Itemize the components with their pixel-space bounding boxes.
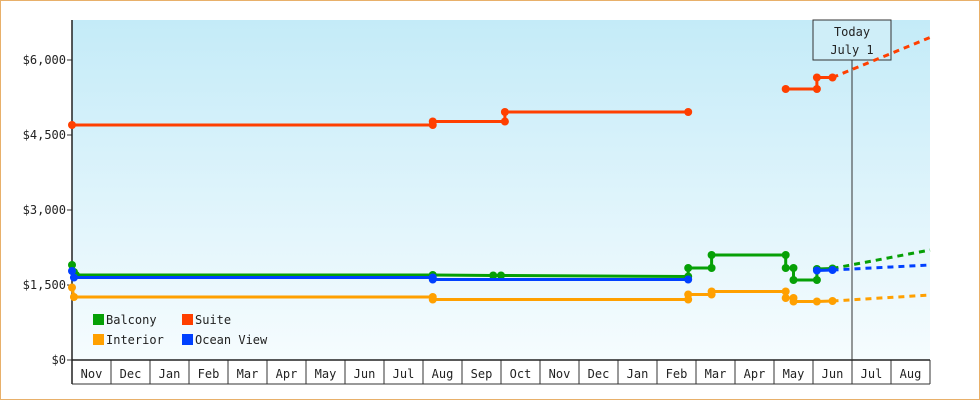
month-label: Jan <box>159 367 181 381</box>
month-label: Apr <box>744 367 766 381</box>
y-tick-label: $4,500 <box>23 128 66 142</box>
balcony-data-point <box>68 261 76 269</box>
legend-label-ocean-view: Ocean View <box>195 333 268 347</box>
y-tick-label: $3,000 <box>23 203 66 217</box>
month-label: May <box>315 367 337 381</box>
legend-swatch-balcony <box>93 314 104 325</box>
suite-data-point <box>781 85 790 93</box>
month-label: Jul <box>393 367 415 381</box>
interior-projection-line <box>832 293 931 303</box>
ocean-view-data-point <box>69 273 78 282</box>
month-label: Jun <box>354 367 376 381</box>
month-label: Dec <box>120 367 142 381</box>
suite-series-line-recent <box>785 76 833 91</box>
month-label: Feb <box>198 367 220 381</box>
balcony-data-point <box>812 276 821 284</box>
suite-data-point <box>68 121 76 129</box>
interior-data-point <box>781 294 790 302</box>
month-label: Aug <box>900 367 922 381</box>
month-label: Mar <box>237 367 259 381</box>
suite-data-point <box>812 85 821 93</box>
interior-data-point <box>428 295 437 304</box>
month-label: Aug <box>432 367 454 381</box>
month-label: Jan <box>627 367 649 381</box>
month-label: Sep <box>471 367 493 381</box>
ocean-view-projection-line <box>832 263 931 272</box>
legend-label-interior: Interior <box>106 333 164 347</box>
month-label: Oct <box>510 367 532 381</box>
ocean-view-data-point <box>428 275 437 284</box>
suite-data-point <box>500 117 509 126</box>
month-label: Nov <box>81 367 103 381</box>
month-label: Dec <box>588 367 610 381</box>
balcony-data-point <box>497 271 505 280</box>
legend-label-balcony: Balcony <box>106 313 157 327</box>
interior-data-point <box>707 287 716 296</box>
month-label: Nov <box>549 367 571 381</box>
balcony-data-point <box>789 276 798 284</box>
balcony-data-point <box>489 271 498 280</box>
month-label: Feb <box>666 367 688 381</box>
balcony-data-point <box>789 264 798 272</box>
balcony-data-point <box>684 264 693 272</box>
suite-data-point <box>684 108 693 116</box>
ocean-view-data-point <box>684 275 693 284</box>
interior-data-point <box>789 297 798 306</box>
y-tick-label: $0 <box>52 353 66 367</box>
legend-swatch-suite <box>182 314 193 325</box>
balcony-data-point <box>707 264 716 272</box>
interior-data-point <box>69 293 78 301</box>
month-label: Jun <box>822 367 844 381</box>
y-tick-label: $6,000 <box>23 53 66 67</box>
today-date-label: July 1 <box>830 43 873 57</box>
month-label: Apr <box>276 367 298 381</box>
balcony-projection-line <box>832 248 931 270</box>
month-label: Mar <box>705 367 727 381</box>
today-box <box>812 19 892 61</box>
ocean-view-data-point <box>812 266 821 275</box>
suite-data-point <box>500 108 509 116</box>
y-tick-label: $1,500 <box>23 278 66 292</box>
legend-label-suite: Suite <box>195 313 231 327</box>
balcony-data-point <box>707 251 716 259</box>
legend-swatch-interior <box>93 334 104 345</box>
suite-data-point <box>428 117 437 126</box>
plot-background <box>72 20 930 360</box>
legend-swatch-ocean-view <box>182 334 193 345</box>
month-label: Jul <box>861 367 883 381</box>
ocean-view-data-point <box>68 267 76 275</box>
interior-data-point <box>781 287 790 296</box>
balcony-data-point <box>781 251 790 259</box>
balcony-data-point <box>781 264 790 272</box>
interior-data-point <box>68 283 76 292</box>
today-label: Today <box>834 25 870 39</box>
suite-data-point <box>812 73 821 82</box>
month-label: May <box>783 367 805 381</box>
interior-data-point <box>684 290 693 299</box>
interior-data-point <box>812 297 821 306</box>
